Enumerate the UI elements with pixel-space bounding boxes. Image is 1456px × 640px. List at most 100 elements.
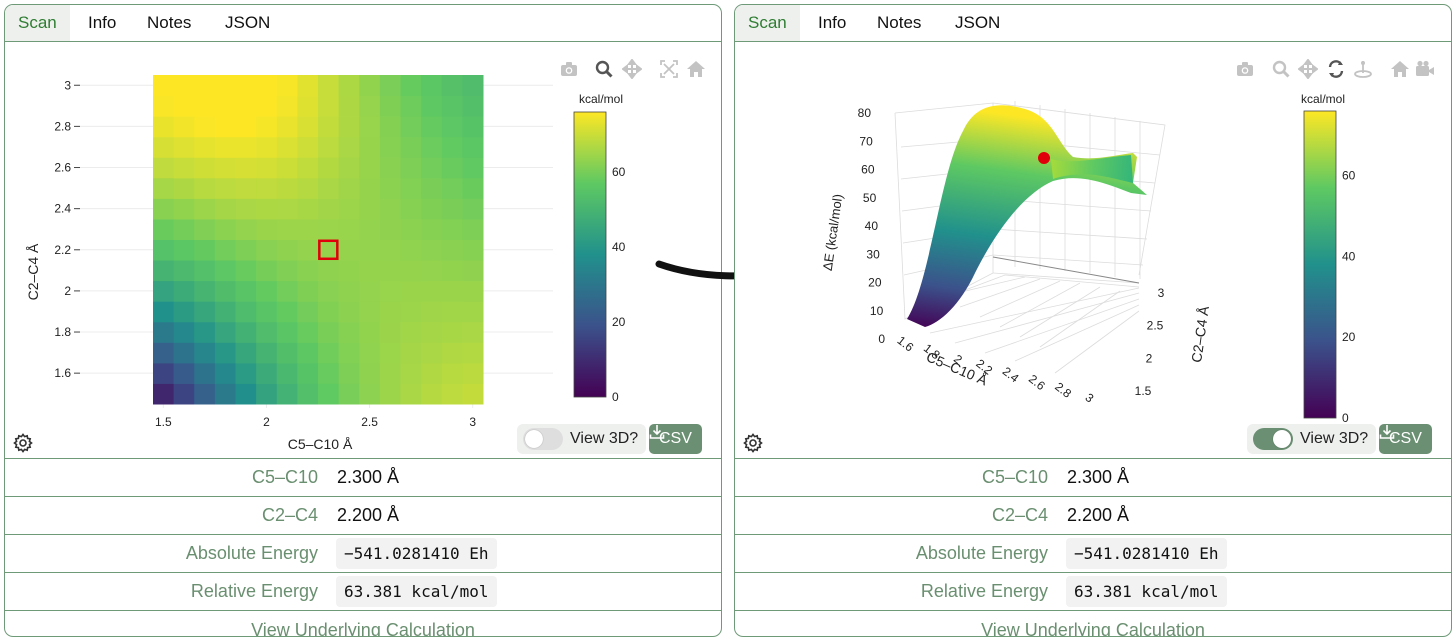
- heatmap-cell: [421, 362, 443, 384]
- y-tick-label: 3: [64, 78, 71, 92]
- view-3d-toggle[interactable]: View 3D?: [517, 424, 647, 454]
- heatmap-cell: [235, 95, 257, 117]
- heatmap-cell: [214, 157, 236, 179]
- row-value-absolute-energy: −541.0281410 Eh: [336, 538, 497, 569]
- heatmap-cell: [318, 321, 340, 343]
- view-3d-label: View 3D?: [1300, 430, 1369, 447]
- heatmap-cell: [256, 321, 278, 343]
- colorbar: [573, 111, 607, 398]
- heatmap-cell: [400, 362, 422, 384]
- turntable-icon[interactable]: [1353, 59, 1373, 79]
- tab-json[interactable]: JSON: [225, 13, 271, 32]
- tab-info[interactable]: Info: [818, 13, 847, 32]
- table-row: Relative Energy 63.381 kcal/mol: [735, 572, 1451, 610]
- heatmap-cell: [235, 301, 257, 323]
- view-3d-toggle[interactable]: View 3D?: [1247, 424, 1377, 454]
- table-row: View Underlying Calculation: [735, 610, 1451, 637]
- heatmap-cell: [318, 280, 340, 302]
- heatmap-cell: [318, 383, 340, 405]
- heatmap-cell: [441, 383, 463, 405]
- heatmap-cell: [338, 342, 360, 364]
- heatmap-cell: [379, 157, 401, 179]
- camera-icon[interactable]: [559, 59, 579, 79]
- heatmap-cell: [441, 136, 463, 158]
- table-row: C2–C4 2.200 Å: [735, 496, 1451, 534]
- heatmap-cell: [379, 342, 401, 364]
- table-row: C5–C10 2.300 Å: [5, 458, 721, 496]
- heatmap-cell: [297, 321, 319, 343]
- heatmap-cell: [194, 301, 216, 323]
- heatmap-cell: [338, 321, 360, 343]
- z-tick-label: 40: [865, 219, 879, 233]
- table-row: C2–C4 2.200 Å: [5, 496, 721, 534]
- pan-icon[interactable]: [622, 59, 642, 79]
- axis-line: [992, 256, 1140, 284]
- heatmap-cell: [441, 362, 463, 384]
- tab-scan[interactable]: Scan: [735, 5, 800, 41]
- y-tick-label: 2: [1146, 351, 1153, 365]
- view-3d-switch[interactable]: [523, 428, 563, 450]
- heatmap-cell: [400, 280, 422, 302]
- row-label-c5-c10: C5–C10: [981, 467, 1048, 487]
- heatmap-cell: [153, 301, 175, 323]
- heatmap-cell: [214, 198, 236, 220]
- zoom-icon[interactable]: [1271, 59, 1291, 79]
- heatmap-cell: [462, 116, 484, 138]
- heatmap-cell: [153, 198, 175, 220]
- heatmap-cell: [400, 198, 422, 220]
- heatmap-cell: [173, 157, 195, 179]
- heatmap-cell: [256, 177, 278, 199]
- heatmap-cell: [173, 260, 195, 282]
- heatmap-chart[interactable]: 1.5 2 2.5 3 1.6 1.8 2 2.2 2.4 2.6 2.8 3 C5–C10 Å C…: [5, 43, 722, 459]
- tab-json[interactable]: JSON: [955, 13, 1001, 32]
- view-3d-switch[interactable]: [1253, 428, 1293, 450]
- home-icon[interactable]: [686, 59, 706, 79]
- settings-gear-icon[interactable]: [743, 433, 763, 453]
- zoom-icon[interactable]: [594, 59, 614, 79]
- pan-icon[interactable]: [1298, 59, 1318, 79]
- heatmap-cell: [359, 198, 381, 220]
- y-axis-ticks: 1.5 2 2.5 3: [1135, 286, 1165, 398]
- x-tick-label: 2.8: [1052, 379, 1074, 401]
- heatmap-cell: [462, 157, 484, 179]
- tab-scan[interactable]: Scan: [5, 5, 70, 41]
- tab-notes[interactable]: Notes: [877, 13, 922, 32]
- heatmap-cell: [153, 383, 175, 405]
- tab-info[interactable]: Info: [88, 13, 117, 32]
- heatmap-cell: [235, 342, 257, 364]
- heatmap-cell: [318, 75, 340, 97]
- home-icon[interactable]: [1390, 59, 1410, 79]
- view-calculation-link[interactable]: View Underlying Calculation: [981, 620, 1205, 637]
- heatmap-cell: [276, 218, 298, 240]
- heatmap-cell: [359, 301, 381, 323]
- heatmap-cell: [194, 75, 216, 97]
- heatmap-cell: [338, 218, 360, 240]
- orbit-icon[interactable]: [1326, 59, 1346, 79]
- heatmap-cell: [256, 136, 278, 158]
- heatmap-cell: [441, 75, 463, 97]
- tab-notes[interactable]: Notes: [147, 13, 192, 32]
- surface-chart[interactable]: ΔE (kcal/mol) C5–C10 Å C2–C4 Å 010203040…: [735, 43, 1452, 459]
- x-axis-ticks: 1.5 2 2.5 3: [155, 415, 476, 429]
- z-tick-label: 60: [861, 163, 875, 177]
- heatmap-cell: [338, 136, 360, 158]
- tab-bar: Scan Info Notes JSON: [5, 5, 721, 42]
- z-tick-label: 70: [859, 134, 873, 148]
- heatmap-cell: [297, 280, 319, 302]
- csv-download-button[interactable]: CSV: [649, 424, 702, 454]
- video-camera-icon[interactable]: [1415, 59, 1435, 79]
- x-axis-ticks: 1.6 1.8 2 2.2 2.4 2.6 2.8 3: [895, 333, 1097, 405]
- settings-gear-icon[interactable]: [13, 433, 33, 453]
- camera-icon[interactable]: [1235, 59, 1255, 79]
- z-tick-label: 0: [878, 332, 885, 346]
- heatmap-cell: [276, 95, 298, 117]
- view-calculation-link[interactable]: View Underlying Calculation: [251, 620, 475, 637]
- csv-label: CSV: [1389, 430, 1422, 447]
- heatmap-cell: [194, 177, 216, 199]
- heatmap-cell: [235, 157, 257, 179]
- heatmap-cell: [235, 218, 257, 240]
- csv-download-button[interactable]: CSV: [1379, 424, 1432, 454]
- heatmap-cell: [441, 342, 463, 364]
- heatmap-cell: [173, 95, 195, 117]
- autoscale-icon[interactable]: [659, 59, 679, 79]
